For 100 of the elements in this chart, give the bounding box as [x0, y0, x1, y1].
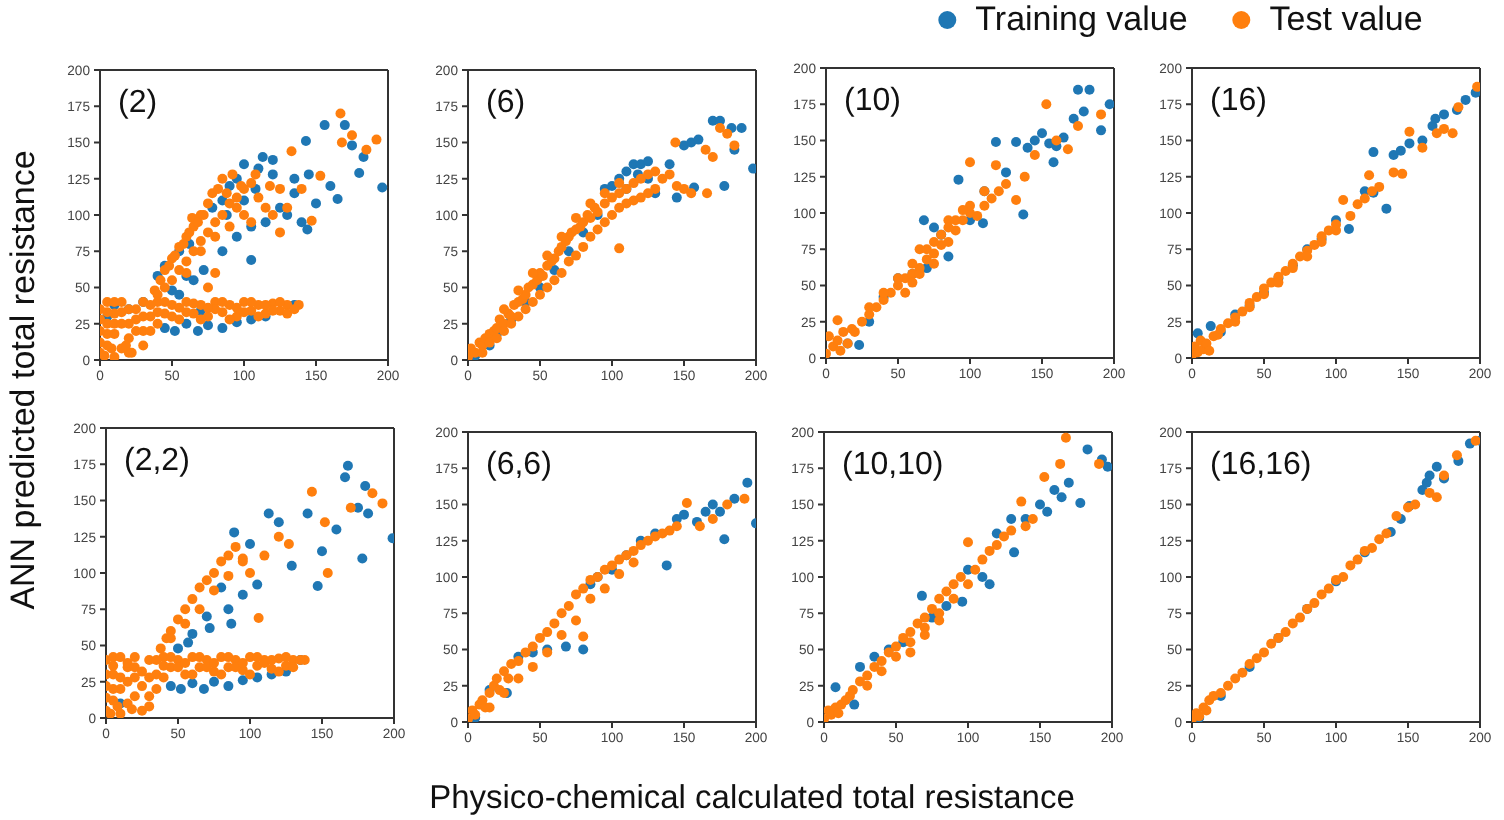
- point: [664, 159, 675, 170]
- point: [1078, 106, 1089, 117]
- point: [1039, 471, 1050, 482]
- point: [862, 680, 873, 691]
- point: [979, 200, 990, 211]
- point: [1009, 547, 1020, 558]
- point: [217, 246, 228, 257]
- point: [563, 601, 574, 611]
- point: [1472, 81, 1480, 92]
- legend-label: Training value: [975, 0, 1188, 40]
- point: [229, 527, 240, 538]
- point: [849, 699, 860, 710]
- point: [260, 217, 271, 228]
- point: [1020, 521, 1031, 532]
- point: [898, 632, 909, 643]
- point: [1230, 673, 1241, 684]
- point: [223, 604, 234, 615]
- point: [1055, 458, 1066, 469]
- point: [707, 499, 718, 510]
- point: [1421, 477, 1432, 488]
- point: [621, 166, 632, 177]
- point: [679, 509, 689, 520]
- point: [614, 554, 625, 565]
- point: [1006, 514, 1017, 524]
- point: [499, 666, 509, 677]
- point: [643, 156, 653, 167]
- point: [707, 514, 718, 524]
- point: [1417, 142, 1428, 153]
- point: [965, 157, 975, 168]
- point: [700, 506, 711, 517]
- point: [1056, 492, 1067, 503]
- point: [1011, 136, 1022, 147]
- point: [1022, 142, 1033, 153]
- point: [1404, 126, 1415, 137]
- point: [257, 152, 268, 162]
- point: [527, 661, 538, 672]
- point: [1011, 194, 1022, 205]
- point: [1359, 193, 1370, 204]
- point: [854, 339, 865, 350]
- point: [239, 159, 249, 170]
- point: [527, 641, 538, 652]
- point: [506, 659, 517, 669]
- point: [1237, 667, 1248, 678]
- point: [715, 506, 725, 517]
- point: [739, 493, 750, 504]
- point: [991, 540, 1002, 551]
- point: [1018, 209, 1029, 220]
- point: [832, 335, 843, 346]
- point: [311, 198, 321, 209]
- point: [317, 546, 327, 557]
- text: (16): [1210, 84, 1267, 120]
- point: [342, 460, 353, 471]
- point: [1364, 170, 1375, 181]
- point: [905, 637, 916, 648]
- point: [990, 136, 1001, 147]
- point: [876, 656, 887, 667]
- point: [671, 521, 682, 532]
- point: [585, 593, 596, 604]
- point: [1447, 128, 1458, 139]
- point: [1060, 432, 1071, 443]
- point: [857, 316, 867, 327]
- point: [267, 169, 278, 180]
- point: [681, 498, 692, 509]
- point: [1042, 506, 1053, 517]
- point: [209, 676, 219, 687]
- point: [635, 540, 646, 551]
- text: (6,6): [486, 448, 552, 484]
- point: [1223, 680, 1233, 691]
- point: [1431, 128, 1442, 139]
- point: [1338, 194, 1349, 205]
- point: [990, 160, 1001, 171]
- point: [999, 531, 1009, 542]
- point: [585, 574, 596, 585]
- point: [955, 572, 966, 582]
- point: [943, 237, 954, 247]
- point: [719, 534, 730, 545]
- point: [835, 345, 846, 356]
- point: [571, 589, 581, 600]
- point: [1316, 589, 1327, 600]
- point: [300, 136, 311, 147]
- point: [312, 581, 323, 592]
- point: [192, 326, 203, 336]
- point: [929, 237, 939, 247]
- point: [174, 289, 185, 300]
- point: [198, 684, 209, 694]
- text: (16,16): [1210, 448, 1312, 484]
- point: [1016, 496, 1027, 507]
- point: [1063, 477, 1074, 488]
- point: [203, 320, 213, 331]
- point: [363, 508, 374, 519]
- point: [1424, 470, 1435, 481]
- point: [491, 673, 502, 684]
- point: [246, 254, 257, 265]
- point: [977, 554, 988, 565]
- point: [869, 651, 880, 662]
- point: [296, 217, 307, 228]
- point: [876, 666, 887, 677]
- point: [1309, 239, 1320, 250]
- point: [941, 601, 952, 611]
- text: (10,10): [842, 448, 944, 484]
